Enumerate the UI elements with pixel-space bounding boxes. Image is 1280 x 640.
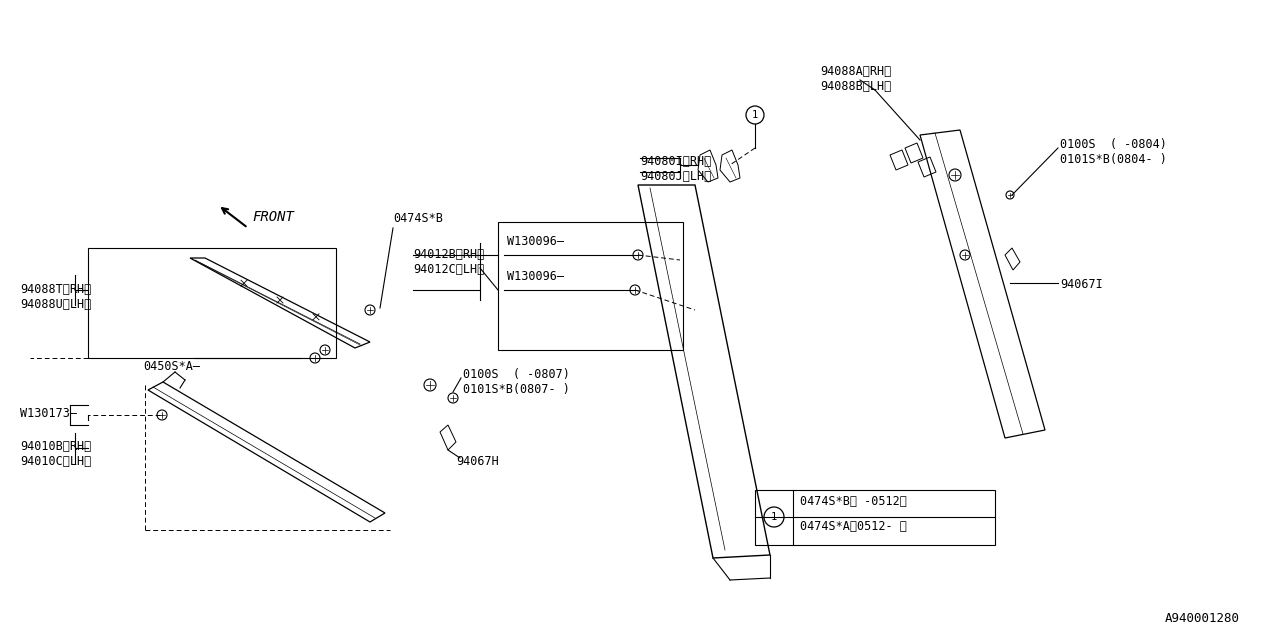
Text: W130096—: W130096—	[507, 235, 564, 248]
Text: 94012B〈RH〉: 94012B〈RH〉	[413, 248, 484, 261]
Bar	[498, 222, 684, 350]
Text: 94088B〈LH〉: 94088B〈LH〉	[820, 80, 891, 93]
Text: 0474S*B〈 -0512〉: 0474S*B〈 -0512〉	[800, 495, 906, 508]
Text: 94067I: 94067I	[1060, 278, 1103, 291]
Text: FRONT: FRONT	[252, 210, 294, 224]
Text: 1: 1	[751, 110, 758, 120]
Text: 94088A〈RH〉: 94088A〈RH〉	[820, 65, 891, 78]
Text: 94012C〈LH〉: 94012C〈LH〉	[413, 263, 484, 276]
Text: 94088U〈LH〉: 94088U〈LH〉	[20, 298, 91, 311]
Text: 1: 1	[771, 512, 777, 522]
Bar	[755, 490, 995, 545]
Bar	[88, 248, 335, 358]
Text: 0100S  ( -0807): 0100S ( -0807)	[463, 368, 570, 381]
Text: 94010C〈LH〉: 94010C〈LH〉	[20, 455, 91, 468]
Text: 94080I〈RH〉: 94080I〈RH〉	[640, 155, 712, 168]
Text: 0101S*B(0804- ): 0101S*B(0804- )	[1060, 153, 1167, 166]
Text: 94088T〈RH〉: 94088T〈RH〉	[20, 283, 91, 296]
Text: 0450S*A—: 0450S*A—	[143, 360, 200, 373]
Text: 0100S  ( -0804): 0100S ( -0804)	[1060, 138, 1167, 151]
Text: 0474S*A〈0512- 〉: 0474S*A〈0512- 〉	[800, 520, 906, 533]
Text: 94010B〈RH〉: 94010B〈RH〉	[20, 440, 91, 453]
Text: 0474S*B: 0474S*B	[393, 212, 443, 225]
Text: W130096—: W130096—	[507, 270, 564, 283]
Text: 0101S*B(0807- ): 0101S*B(0807- )	[463, 383, 570, 396]
Text: W130173—: W130173—	[20, 407, 77, 420]
Text: A940001280: A940001280	[1165, 612, 1240, 625]
Text: 94080J〈LH〉: 94080J〈LH〉	[640, 170, 712, 183]
Text: 94067H: 94067H	[456, 455, 499, 468]
